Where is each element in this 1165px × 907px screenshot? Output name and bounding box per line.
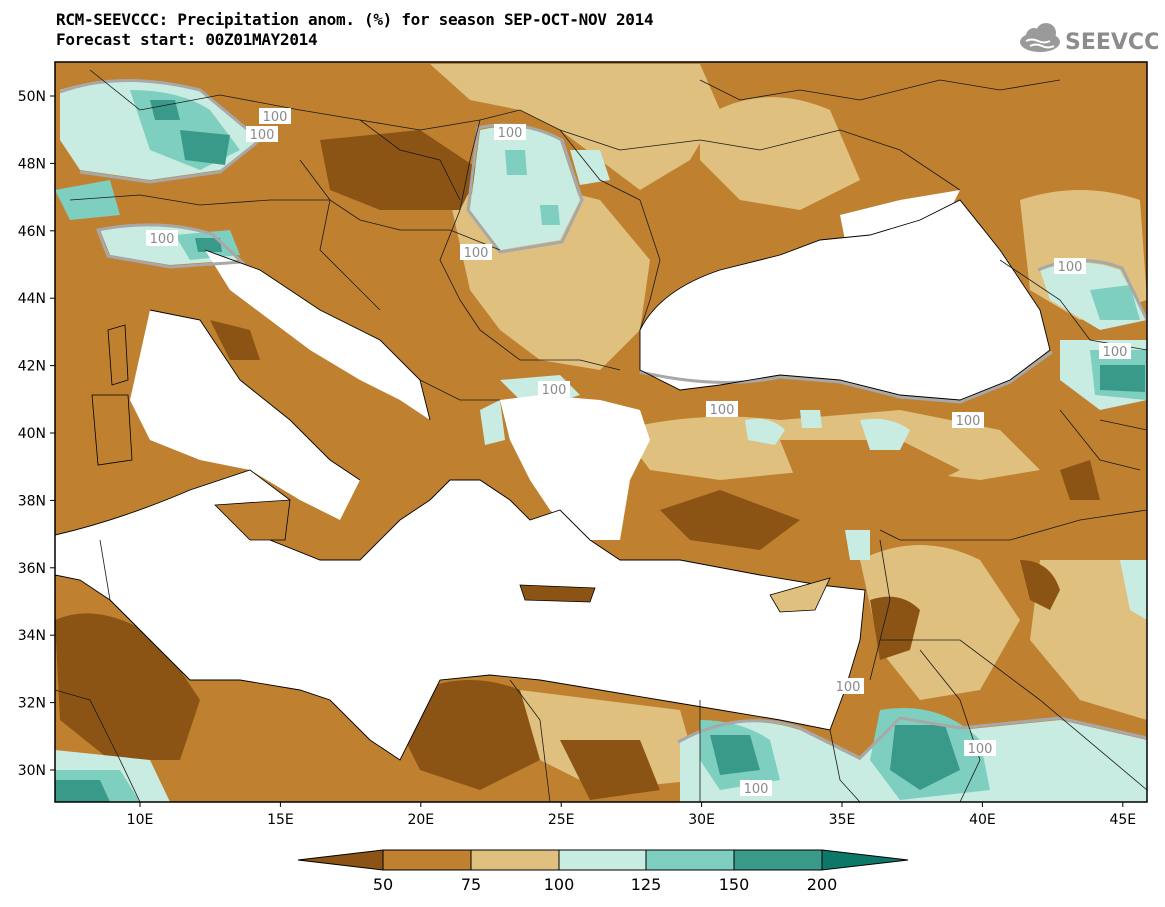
black-sea	[640, 200, 1050, 400]
lon-tick-label: 30E	[688, 812, 715, 828]
contour-label: 100	[498, 126, 523, 141]
lon-tick-label: 25E	[548, 812, 575, 828]
lon-tick-label: 40E	[969, 812, 996, 828]
lat-tick-label: 40N	[18, 426, 46, 442]
contour-label: 100	[150, 232, 175, 247]
lon-tick-label: 10E	[127, 812, 154, 828]
longitude-axis: 10E 15E 20E 25E 30E 35E 40E 45E	[127, 802, 1136, 828]
mediterranean-sea	[55, 470, 865, 760]
contour-label-bg	[259, 108, 291, 124]
cyprus-island	[769, 577, 831, 613]
contour-label-bg	[1099, 343, 1131, 359]
contour-label: 100	[956, 414, 981, 429]
crete-island	[519, 584, 596, 603]
contour-label-bg	[964, 740, 996, 756]
contour-label-bg	[460, 244, 492, 260]
contour-label: 100	[968, 742, 993, 757]
contour-label-bg	[706, 401, 738, 417]
contour-label-bg	[146, 230, 178, 246]
tyrrhenian-sea	[130, 310, 360, 520]
colorbar-label: 50	[373, 875, 393, 894]
colorbar-segment	[558, 849, 647, 871]
lon-tick-label: 20E	[407, 812, 434, 828]
map-frame	[54, 61, 1148, 803]
colorbar-segment	[297, 849, 384, 871]
contour-label-bg	[246, 126, 278, 142]
contour-label-bg	[538, 381, 570, 397]
contour-label: 100	[542, 383, 567, 398]
contour-label: 100	[250, 128, 275, 143]
colorbar-segment	[733, 849, 823, 871]
colorbar-label: 125	[631, 875, 662, 894]
map-area	[55, 62, 1147, 802]
coastlines	[55, 199, 1051, 761]
colorbar-label: 75	[461, 875, 481, 894]
aegean-sea	[500, 395, 650, 540]
sicily-island	[214, 499, 291, 541]
sea-areas	[55, 190, 1050, 760]
lat-tick-label: 38N	[18, 493, 46, 509]
cloud-icon	[1020, 23, 1060, 52]
colorbar-segment	[645, 849, 735, 871]
contour-label-bg	[952, 412, 984, 428]
colorbar-label: 200	[807, 875, 838, 894]
corsica-island	[107, 324, 129, 386]
lat-tick-label: 36N	[18, 561, 46, 577]
colorbar-label: 150	[719, 875, 750, 894]
contour-label: 100	[464, 246, 489, 261]
forecast-start-subtitle: Forecast start: 00Z01MAY2014	[56, 30, 318, 49]
anomaly-band-150-200	[55, 100, 1145, 802]
map-title: RCM-SEEVCCC: Precipitation anom. (%) for…	[56, 10, 654, 29]
contour-labels: 100 100 100 100 100 100 100 100 100 100 100 100 100	[146, 108, 1131, 797]
latitude-axis: 50N 48N 46N 44N 42N 40N 38N 36N 34N 32N 30N	[18, 89, 55, 779]
contour-label: 100	[263, 110, 288, 125]
lat-tick-label: 48N	[18, 156, 46, 172]
lon-tick-label: 15E	[267, 812, 294, 828]
contour-100-lines	[59, 78, 1147, 760]
contour-label-bg	[1054, 258, 1086, 274]
adriatic-sea	[205, 250, 430, 420]
contour-label: 100	[744, 782, 769, 797]
logo-text: SEEVCCC	[1065, 30, 1158, 55]
seevccc-logo: SEEVCCC	[1020, 23, 1158, 55]
lat-tick-label: 44N	[18, 291, 46, 307]
lat-tick-label: 42N	[18, 359, 46, 375]
contour-label-bg	[494, 124, 526, 140]
colorbar-label: 100	[544, 875, 575, 894]
lat-tick-label: 34N	[18, 628, 46, 644]
contour-label-bg	[832, 678, 864, 694]
colorbar-segment	[470, 849, 560, 871]
lat-tick-label: 50N	[18, 89, 46, 105]
contour-label: 100	[1103, 345, 1128, 360]
azov-sea	[840, 190, 960, 245]
contour-label: 100	[836, 680, 861, 695]
sardinia-island	[91, 394, 133, 466]
colorbar-segment	[382, 849, 472, 871]
lat-tick-label: 32N	[18, 696, 46, 712]
colorbar-segment	[821, 849, 909, 871]
lon-tick-label: 35E	[829, 812, 856, 828]
lon-tick-label: 45E	[1109, 812, 1136, 828]
contour-label: 100	[1058, 260, 1083, 275]
contour-label-bg	[740, 780, 772, 796]
lat-tick-label: 46N	[18, 224, 46, 240]
contour-label: 100	[710, 403, 735, 418]
islands	[91, 324, 831, 613]
lat-tick-label: 30N	[18, 763, 46, 779]
colorbar: 50 75 100 125 150 200	[297, 849, 909, 894]
